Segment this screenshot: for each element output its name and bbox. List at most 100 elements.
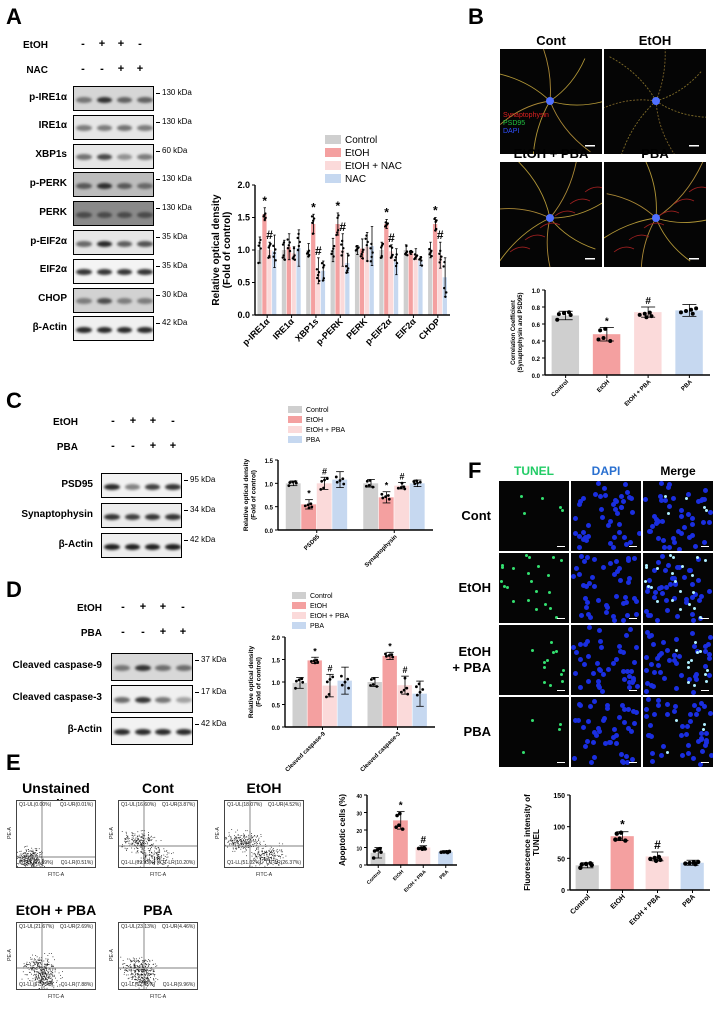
nucleus-dapi [683, 731, 689, 737]
y-axis-label: (Synaptophysin and PSD95) [518, 292, 524, 372]
event-dot [253, 858, 254, 860]
event-dot [131, 970, 132, 972]
event-dot [232, 843, 234, 845]
event-dot [44, 976, 45, 978]
data-point [347, 267, 350, 270]
event-dot [24, 974, 26, 976]
nucleus-dapi [702, 539, 708, 545]
event-dot [154, 856, 155, 858]
event-dot [150, 848, 151, 850]
data-point [312, 659, 316, 663]
data-point [402, 485, 406, 489]
nucleus-dapi [597, 627, 603, 633]
event-dot [60, 974, 61, 976]
event-dot [29, 852, 31, 854]
bar [393, 261, 399, 315]
tunel-positive-cell [703, 672, 707, 676]
event-dot [148, 978, 149, 980]
event-dot [135, 962, 137, 964]
data-point [360, 252, 363, 256]
condition-sign: + [149, 440, 157, 452]
event-dot [254, 835, 256, 837]
event-dot [141, 845, 143, 846]
data-point [413, 482, 417, 486]
data-point [283, 258, 287, 261]
data-point [579, 862, 584, 867]
event-dot [251, 843, 253, 845]
event-dot [279, 857, 281, 859]
data-point [385, 654, 388, 658]
panel-letter-f: F [468, 458, 482, 483]
event-dot [24, 965, 25, 967]
nucleus-dapi [661, 544, 667, 550]
data-point [433, 217, 436, 221]
data-point [387, 497, 391, 501]
event-dot [141, 850, 143, 852]
event-dot [30, 855, 32, 857]
data-point [364, 237, 367, 241]
condition-sign: + [117, 38, 125, 50]
event-dot [269, 853, 270, 855]
event-dot [148, 838, 150, 840]
tunel-positive-cell [664, 494, 668, 498]
event-dot [275, 862, 277, 864]
event-dot [131, 839, 133, 840]
event-dot [39, 852, 40, 854]
event-dot [245, 839, 246, 841]
quadrant-label-ul: Q1-UL(16.60%) [121, 802, 157, 808]
event-dot [151, 844, 153, 846]
bar [311, 224, 316, 315]
event-dot [145, 978, 147, 979]
event-dot [264, 851, 266, 853]
protein-band [104, 483, 120, 490]
event-dot [140, 984, 142, 986]
nucleus-dapi [624, 599, 630, 605]
bar [345, 263, 350, 315]
event-dot [33, 974, 35, 976]
event-dot [29, 859, 31, 861]
data-point [400, 481, 404, 485]
event-dot [157, 859, 158, 860]
event-dot [144, 965, 146, 967]
event-dot [26, 964, 28, 966]
nucleus-dapi [660, 640, 666, 646]
data-point [286, 238, 289, 241]
nucleus-dapi [627, 575, 633, 581]
nucleus-dapi [573, 565, 579, 571]
event-dot [259, 857, 261, 859]
y-tick-label: 0.4 [532, 340, 541, 346]
data-point [322, 266, 325, 269]
event-dot [266, 864, 268, 866]
bar [315, 270, 321, 315]
data-point [263, 218, 266, 221]
nucleus-dapi [596, 667, 602, 673]
event-dot [151, 856, 153, 858]
event-dot [146, 976, 148, 978]
event-dot [24, 864, 26, 866]
event-dot [157, 864, 159, 865]
nucleus-dapi [583, 642, 589, 648]
event-dot [40, 976, 42, 977]
event-dot [136, 847, 138, 849]
event-dot [256, 862, 257, 863]
event-dot [158, 856, 160, 858]
nucleus-dapi [684, 723, 690, 729]
event-dot [144, 974, 146, 976]
event-dot [50, 974, 52, 976]
event-dot [231, 843, 232, 845]
event-dot [50, 972, 52, 974]
event-dot [38, 960, 40, 961]
event-dot [30, 860, 32, 861]
event-dot [49, 970, 51, 972]
event-dot [168, 852, 170, 854]
kda-marker: 17 kDa [194, 687, 227, 696]
nucleus-dapi [704, 740, 710, 746]
event-dot [246, 830, 248, 832]
event-dot [259, 843, 261, 844]
event-dot [234, 842, 236, 844]
event-dot [266, 858, 268, 860]
legend-swatch [288, 436, 302, 443]
event-dot [146, 970, 147, 972]
event-dot [167, 865, 169, 866]
dendrite [645, 162, 657, 219]
